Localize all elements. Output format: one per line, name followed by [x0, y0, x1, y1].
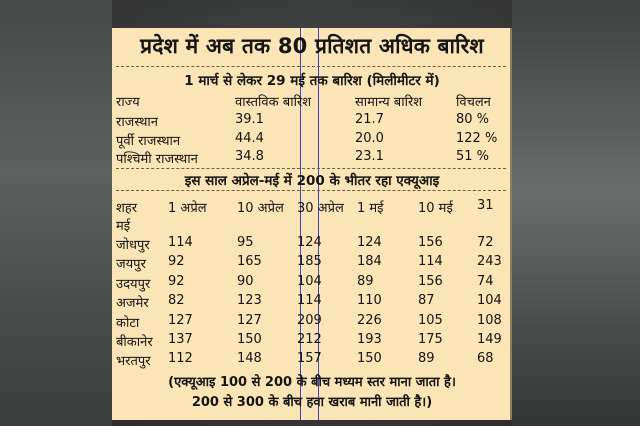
rain-region-cell: पश्चिमी राजस्थान: [116, 152, 198, 167]
aqi-value-cell: 243: [477, 254, 502, 270]
aqi-value-cell: 74: [477, 273, 494, 289]
aqi-value-cell: 90: [237, 273, 254, 289]
aqi-value-cell: 104: [477, 293, 502, 309]
background-right: [512, 0, 640, 426]
rain-value-cell: 34.8: [235, 149, 264, 164]
rain-header-cell: विचलन: [456, 95, 491, 110]
aqi-value-cell: 212: [297, 332, 322, 347]
rain-value-cell: 51 %: [456, 149, 490, 164]
aqi-value-cell: 127: [237, 312, 262, 328]
rain-value-cell: 39.1: [235, 112, 264, 127]
rain-value-cell: 23.1: [355, 149, 384, 164]
aqi-city-cell: जोधपुर: [116, 238, 150, 253]
aqi-header-cell-wrap: मई: [116, 219, 131, 234]
aqi-value-cell: 148: [237, 351, 262, 367]
aqi-value-cell: 104: [297, 273, 322, 289]
aqi-header-cell: 1 अप्रेल: [168, 201, 207, 216]
guide-line: [318, 28, 319, 420]
aqi-value-cell: 105: [418, 312, 443, 328]
rain-header-cell: सामान्य बारिश: [355, 95, 423, 110]
aqi-value-cell: 89: [418, 351, 435, 367]
aqi-value-cell: 95: [237, 235, 254, 250]
rain-value-cell: 44.4: [235, 130, 264, 146]
aqi-value-cell: 150: [237, 332, 262, 347]
aqi-value-cell: 124: [297, 235, 322, 250]
divider: [116, 66, 506, 67]
divider: [116, 168, 506, 169]
aqi-value-cell: 156: [418, 235, 443, 250]
aqi-value-cell: 123: [237, 293, 262, 309]
rain-region-cell: पूर्वी राजस्थान: [116, 133, 181, 149]
aqi-header-cell: 10 मई: [418, 201, 453, 216]
aqi-value-cell: 127: [168, 312, 193, 328]
aqi-value-cell: 185: [297, 254, 322, 270]
aqi-value-cell: 165: [237, 254, 262, 270]
rain-value-cell: 21.7: [355, 112, 384, 127]
rain-value-cell: 80 %: [456, 112, 490, 127]
aqi-value-cell: 157: [297, 351, 322, 367]
aqi-value-cell: 72: [477, 235, 494, 250]
aqi-city-cell: बीकानेर: [116, 335, 153, 350]
background-left: [0, 0, 112, 426]
aqi-header-cell: 30 अप्रेल: [297, 201, 344, 216]
aqi-value-cell: 68: [477, 351, 494, 367]
aqi-value-cell: 124: [357, 235, 382, 250]
aqi-value-cell: 110: [357, 293, 382, 309]
rain-header-cell: वास्तविक बारिश: [235, 95, 312, 110]
aqi-header-cell: 31: [477, 198, 494, 213]
aqi-value-cell: 87: [418, 293, 435, 309]
aqi-value-cell: 184: [357, 254, 382, 270]
aqi-value-cell: 108: [477, 312, 502, 328]
aqi-value-cell: 92: [168, 273, 185, 289]
divider: [116, 190, 506, 191]
aqi-value-cell: 175: [418, 332, 443, 347]
aqi-value-cell: 149: [477, 332, 502, 347]
aqi-city-cell: भरतपुर: [116, 354, 151, 370]
aqi-value-cell: 150: [357, 351, 382, 367]
infographic-title: प्रदेश में अब तक 80 प्रतिशत अधिक बारिश: [140, 34, 484, 58]
rain-region-cell: राजस्थान: [116, 115, 159, 130]
aqi-note-line-1: (एक्यूआइ 100 से 200 के बीच मध्यम स्तर मा…: [168, 375, 456, 390]
aqi-note-line-2: 200 से 300 के बीच हवा खराब मानी जाती है।…: [191, 395, 433, 410]
aqi-value-cell: 226: [357, 312, 382, 328]
aqi-value-cell: 114: [297, 293, 322, 309]
aqi-value-cell: 92: [168, 254, 185, 270]
aqi-value-cell: 89: [357, 273, 374, 289]
aqi-city-cell: अजमेर: [116, 296, 149, 312]
aqi-value-cell: 193: [357, 332, 382, 347]
rain-value-cell: 20.0: [355, 130, 384, 146]
infographic-panel: प्रदेश में अब तक 80 प्रतिशत अधिक बारिश 1…: [112, 28, 512, 420]
aqi-value-cell: 114: [168, 235, 193, 250]
aqi-value-cell: 156: [418, 273, 443, 289]
aqi-value-cell: 112: [168, 351, 193, 367]
aqi-value-cell: 114: [418, 254, 443, 270]
aqi-header-cell: 1 मई: [357, 201, 384, 216]
aqi-value-cell: 137: [168, 332, 193, 347]
aqi-header-cell: शहर: [116, 201, 138, 216]
rain-value-cell: 122 %: [456, 130, 498, 146]
guide-line: [300, 28, 301, 420]
rain-table-subtitle: 1 मार्च से लेकर 29 मई तक बारिश (मिलीमीटर…: [184, 73, 440, 89]
aqi-city-cell: उदयपुर: [116, 276, 151, 292]
aqi-header-cell: 10 अप्रेल: [237, 201, 284, 216]
rain-header-cell: राज्य: [116, 95, 140, 110]
aqi-value-cell: 82: [168, 293, 185, 309]
aqi-value-cell: 209: [297, 312, 322, 328]
aqi-table-subtitle: इस साल अप्रेल-मई में 200 के भीतर रहा एक्…: [184, 173, 440, 189]
aqi-city-cell: जयपुर: [116, 257, 146, 273]
aqi-city-cell: कोटा: [116, 315, 140, 331]
